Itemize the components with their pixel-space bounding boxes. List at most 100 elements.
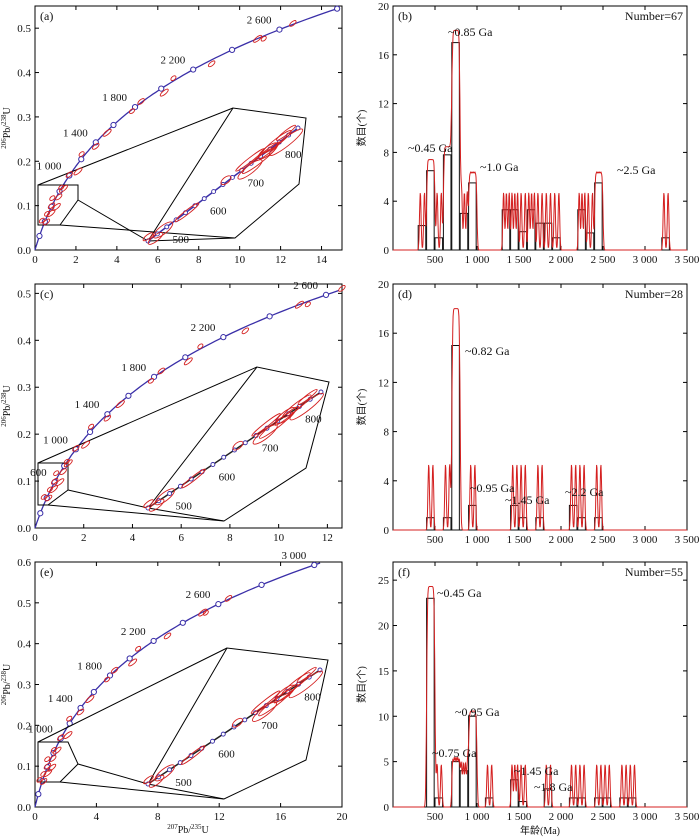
x-tick-label: 10 xyxy=(234,254,246,266)
peak-label: ~0.75 Ga xyxy=(432,746,477,760)
data-ellipse xyxy=(338,285,346,292)
y-tick-label: 16 xyxy=(378,50,390,62)
y-axis-label: 数目(个) xyxy=(355,389,368,426)
y-tick-label: 0.1 xyxy=(17,761,31,773)
y-tick-label: 8 xyxy=(384,147,390,159)
data-ellipse xyxy=(92,143,100,150)
x-tick-label: 2 xyxy=(73,254,79,266)
x-tick-label: 3 500 xyxy=(675,811,700,823)
y-tick-label: 0 xyxy=(384,802,390,814)
age-marker xyxy=(37,510,44,517)
x-tick-label: 16 xyxy=(275,811,287,823)
y-tick-label: 0.3 xyxy=(17,680,31,692)
panel-label: (b) xyxy=(398,9,412,23)
concordia-age-label: 2 200 xyxy=(121,626,146,638)
data-ellipse xyxy=(148,378,155,384)
inset-data-ellipse xyxy=(154,488,176,506)
x-tick-label: 4 xyxy=(130,532,136,544)
x-tick-label: 12 xyxy=(322,532,333,544)
data-ellipse xyxy=(72,444,80,452)
x-tick-label: 14 xyxy=(316,254,328,266)
data-ellipse xyxy=(198,608,208,617)
y-tick-label: 16 xyxy=(378,328,390,340)
data-ellipse xyxy=(44,494,53,502)
inset-data-ellipse xyxy=(274,406,300,426)
inset-data-ellipse xyxy=(220,175,232,186)
x-tick-label: 3 000 xyxy=(633,254,658,266)
peak-label: ~0.82 Ga xyxy=(465,344,510,358)
x-tick-label: 1 500 xyxy=(507,811,532,823)
data-ellipse xyxy=(55,478,65,487)
plot-frame xyxy=(34,283,343,529)
data-ellipse xyxy=(47,763,57,772)
y-tick-label: 0.0 xyxy=(17,802,31,814)
x-tick-label: 1 500 xyxy=(507,254,532,266)
inset-data-ellipse xyxy=(250,690,281,714)
histogram-panel-1: 500 1 000 1 500 2 000 2 500 3 000 3 500 0 4 8 12 16… xyxy=(355,279,700,546)
age-marker xyxy=(334,5,341,12)
inset-age-label: 600 xyxy=(210,206,227,218)
data-ellipse xyxy=(102,128,112,137)
y-axis-label: 数目(个) xyxy=(355,666,368,703)
age-marker xyxy=(57,735,64,742)
inset-data-ellipse xyxy=(288,670,323,699)
data-ellipse xyxy=(50,477,59,485)
concordia-panel-1: 0 2 4 6 8 10 12 0.0 0.1 0.2 0.3 0.4 0.5 206Pb/238U 600… xyxy=(0,280,346,544)
age-marker xyxy=(258,581,265,588)
inset-data-ellipse xyxy=(273,683,299,704)
age-marker xyxy=(215,601,222,608)
histogram-bar xyxy=(468,715,477,808)
y-tick-label: 0.1 xyxy=(17,476,31,488)
x-tick-label: 8 xyxy=(155,811,161,823)
data-ellipse xyxy=(85,695,95,703)
data-ellipse xyxy=(46,486,53,493)
x-tick-label: 6 xyxy=(155,254,161,266)
zoom-line xyxy=(37,647,228,743)
y-axis-label: 206Pb/238U xyxy=(0,384,13,426)
y-tick-label: 0.0 xyxy=(17,245,31,257)
age-marker xyxy=(182,354,189,361)
sample-count: Number=28 xyxy=(625,287,683,301)
y-tick-label: 0 xyxy=(384,245,390,257)
y-axis-label: 206Pb/238U xyxy=(0,663,13,705)
panel-label: (c) xyxy=(40,287,53,301)
y-tick-label: 20 xyxy=(378,1,390,13)
inset-data-ellipse xyxy=(174,202,200,223)
concordia-curve xyxy=(34,562,321,808)
age-marker xyxy=(78,156,85,163)
inset-age-marker xyxy=(210,462,216,467)
y-tick-label: 0.2 xyxy=(17,156,31,168)
peak-label: ~0.45 Ga xyxy=(408,141,453,155)
y-axis-label: 数目(个) xyxy=(355,110,368,147)
inset-data-ellipse xyxy=(297,388,318,405)
age-marker xyxy=(311,561,318,569)
data-ellipse xyxy=(42,218,51,226)
x-axis-label: 207Pb/235U xyxy=(167,823,209,836)
concordia-age-label: 1 400 xyxy=(63,127,88,139)
histogram-bar xyxy=(451,345,460,531)
y-tick-label: 0.1 xyxy=(17,201,31,213)
data-ellipse xyxy=(40,494,47,500)
y-tick-label: 0.2 xyxy=(17,429,31,441)
age-marker xyxy=(35,791,42,798)
peak-label: ~0.95 Ga xyxy=(470,481,515,495)
inset-age-label: 700 xyxy=(262,443,279,455)
panel-label: (a) xyxy=(40,9,53,23)
inset-data-ellipse xyxy=(268,128,304,157)
inset-age-marker xyxy=(167,491,173,496)
data-ellipse xyxy=(73,167,83,176)
x-tick-label: 2 000 xyxy=(549,254,574,266)
x-tick-label: 3 500 xyxy=(675,254,700,266)
inset-data-ellipse xyxy=(274,684,296,702)
data-ellipse xyxy=(304,301,311,308)
inset-age-label: 500 xyxy=(175,501,192,513)
data-ellipse xyxy=(63,731,73,739)
inset-data-ellipse xyxy=(152,221,174,239)
concordia-age-label: 1 000 xyxy=(37,161,62,173)
x-tick-label: 1 000 xyxy=(465,811,490,823)
y-tick-label: 0.2 xyxy=(17,720,31,732)
data-ellipse xyxy=(88,423,95,430)
data-ellipse xyxy=(58,184,65,191)
peak-label: ~1.0 Ga xyxy=(480,160,519,174)
